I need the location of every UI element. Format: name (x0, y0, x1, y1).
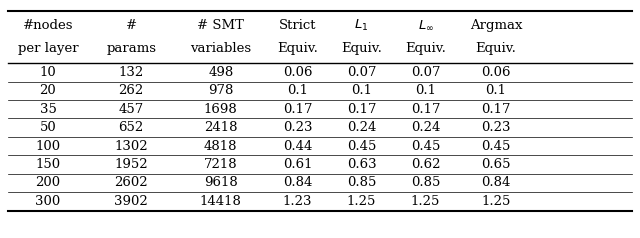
Text: 20: 20 (40, 84, 56, 97)
Text: params: params (106, 42, 156, 55)
Text: 0.23: 0.23 (481, 121, 511, 134)
Text: 150: 150 (35, 158, 61, 171)
Text: 262: 262 (118, 84, 144, 97)
Text: Argmax: Argmax (470, 19, 522, 32)
Text: Equiv.: Equiv. (476, 42, 516, 55)
Text: $L_1$: $L_1$ (355, 18, 369, 33)
Text: # SMT: # SMT (197, 19, 244, 32)
Text: 652: 652 (118, 121, 144, 134)
Text: 0.1: 0.1 (351, 84, 372, 97)
Text: 0.06: 0.06 (481, 66, 511, 79)
Text: 0.85: 0.85 (411, 176, 440, 189)
Text: 457: 457 (118, 103, 144, 116)
Text: 1698: 1698 (204, 103, 237, 116)
Text: 0.1: 0.1 (486, 84, 506, 97)
Text: variables: variables (190, 42, 252, 55)
Text: 0.44: 0.44 (283, 139, 312, 153)
Text: 0.1: 0.1 (287, 84, 308, 97)
Text: 9618: 9618 (204, 176, 237, 189)
Text: #: # (125, 19, 137, 32)
Text: 1302: 1302 (115, 139, 148, 153)
Text: 498: 498 (208, 66, 234, 79)
Text: 1.25: 1.25 (411, 195, 440, 208)
Text: Equiv.: Equiv. (341, 42, 382, 55)
Text: 7218: 7218 (204, 158, 237, 171)
Text: 35: 35 (40, 103, 56, 116)
Text: 0.45: 0.45 (411, 139, 440, 153)
Text: 3902: 3902 (115, 195, 148, 208)
Text: 50: 50 (40, 121, 56, 134)
Text: 978: 978 (208, 84, 234, 97)
Text: 1.23: 1.23 (283, 195, 312, 208)
Text: 0.84: 0.84 (283, 176, 312, 189)
Text: 0.06: 0.06 (283, 66, 312, 79)
Text: 132: 132 (118, 66, 144, 79)
Text: 0.85: 0.85 (347, 176, 376, 189)
Text: 0.23: 0.23 (283, 121, 312, 134)
Text: Equiv.: Equiv. (405, 42, 446, 55)
Text: 0.17: 0.17 (347, 103, 376, 116)
Text: 0.63: 0.63 (347, 158, 376, 171)
Text: 0.62: 0.62 (411, 158, 440, 171)
Text: #nodes: #nodes (23, 19, 73, 32)
Text: 10: 10 (40, 66, 56, 79)
Text: 4818: 4818 (204, 139, 237, 153)
Text: 1.25: 1.25 (347, 195, 376, 208)
Text: 0.24: 0.24 (411, 121, 440, 134)
Text: 14418: 14418 (200, 195, 242, 208)
Text: 0.07: 0.07 (411, 66, 440, 79)
Text: 0.1: 0.1 (415, 84, 436, 97)
Text: per layer: per layer (18, 42, 78, 55)
Text: 1952: 1952 (115, 158, 148, 171)
Text: 0.17: 0.17 (283, 103, 312, 116)
Text: 200: 200 (35, 176, 61, 189)
Text: 1.25: 1.25 (481, 195, 511, 208)
Text: 100: 100 (35, 139, 61, 153)
Text: $L_\infty$: $L_\infty$ (417, 19, 434, 32)
Text: 0.24: 0.24 (347, 121, 376, 134)
Text: 0.17: 0.17 (481, 103, 511, 116)
Text: 0.65: 0.65 (481, 158, 511, 171)
Text: Strict: Strict (279, 19, 316, 32)
Text: Equiv.: Equiv. (277, 42, 318, 55)
Text: 0.17: 0.17 (411, 103, 440, 116)
Text: 0.45: 0.45 (347, 139, 376, 153)
Text: 0.84: 0.84 (481, 176, 511, 189)
Text: 2418: 2418 (204, 121, 237, 134)
Text: 0.07: 0.07 (347, 66, 376, 79)
Text: 0.45: 0.45 (481, 139, 511, 153)
Text: 2602: 2602 (115, 176, 148, 189)
Text: 0.61: 0.61 (283, 158, 312, 171)
Text: 300: 300 (35, 195, 61, 208)
